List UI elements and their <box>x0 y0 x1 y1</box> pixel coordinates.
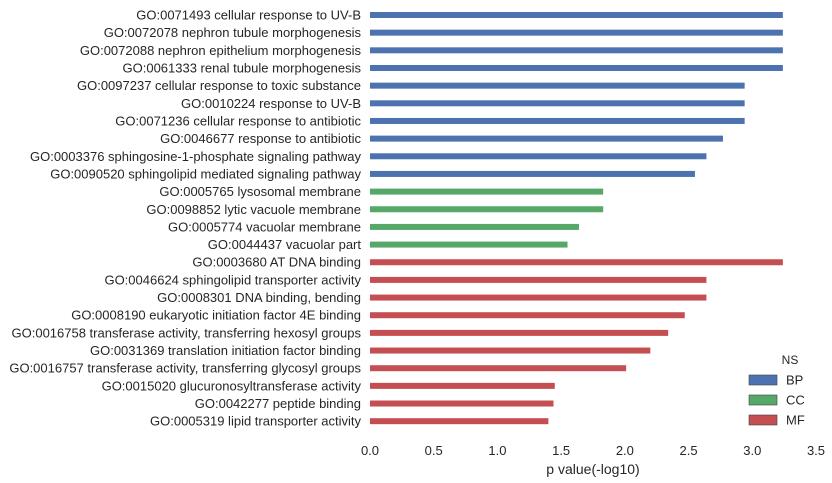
bar-go-0015020 <box>370 382 555 389</box>
bar-go-0072088 <box>370 47 783 54</box>
bar-go-0005319 <box>370 418 549 425</box>
bar-go-0090520 <box>370 170 695 177</box>
category-label: GO:0090520 sphingolipid mediated signali… <box>50 166 361 181</box>
bar-go-0003680 <box>370 259 783 266</box>
x-tick-label: 3.5 <box>807 443 825 458</box>
bar-go-0005774 <box>370 223 579 230</box>
category-label: GO:0072078 nephron tubule morphogenesis <box>104 25 362 40</box>
category-label: GO:0031369 translation initiation factor… <box>90 343 361 358</box>
bar-go-0071236 <box>370 117 745 124</box>
category-label: GO:0015020 glucuronosyltransferase activ… <box>102 378 362 393</box>
category-label: GO:0010224 response to UV-B <box>181 96 361 111</box>
category-label: GO:0016758 transferase activity, transfe… <box>12 325 362 340</box>
x-tick-label: 1.0 <box>488 443 506 458</box>
bar-go-0003376 <box>370 153 707 160</box>
bar-go-0042277 <box>370 400 554 407</box>
bar-go-0031369 <box>370 347 651 354</box>
category-label: GO:0071493 cellular response to UV-B <box>136 8 361 23</box>
x-tick-label: 2.5 <box>680 443 698 458</box>
x-tick-label: 3.0 <box>743 443 761 458</box>
category-label: GO:0046677 response to antibiotic <box>160 131 361 146</box>
category-label: GO:0046624 sphingolipid transporter acti… <box>104 272 361 287</box>
legend-swatch-mf <box>748 414 778 426</box>
category-label: GO:0003376 sphingosine-1-phosphate signa… <box>30 149 362 164</box>
bar-go-0005765 <box>370 188 604 195</box>
legend: NS BP CC MF <box>748 353 805 428</box>
category-label: GO:0003680 AT DNA binding <box>192 255 361 270</box>
category-label: GO:0008190 eukaryotic initiation factor … <box>71 308 361 323</box>
x-tick-label: 0.0 <box>361 443 379 458</box>
bar-go-0046677 <box>370 135 723 142</box>
category-label: GO:0098852 lytic vacuole membrane <box>146 202 361 217</box>
legend-swatch-cc <box>748 394 778 406</box>
bar-go-0010224 <box>370 100 745 107</box>
x-tick-label: 1.5 <box>552 443 570 458</box>
category-labels: GO:0071493 cellular response to UV-B GO:0… <box>9 8 361 429</box>
legend-swatch-bp <box>748 374 778 386</box>
x-tick-label: 2.0 <box>616 443 634 458</box>
x-tick-label: 0.5 <box>425 443 443 458</box>
category-label: GO:0071236 cellular response to antibiot… <box>115 113 361 128</box>
bar-go-0008190 <box>370 312 685 319</box>
category-label: GO:0061333 renal tubule morphogenesis <box>123 60 362 75</box>
category-label: GO:0042277 peptide binding <box>195 396 361 411</box>
bar-go-0061333 <box>370 64 783 71</box>
category-label: GO:0005774 vacuolar membrane <box>168 219 361 234</box>
category-label: GO:0005765 lysosomal membrane <box>159 184 361 199</box>
bar-go-0072078 <box>370 29 783 36</box>
legend-label-cc: CC <box>786 393 805 408</box>
category-label: GO:0097237 cellular response to toxic su… <box>77 78 361 93</box>
x-axis-label: p value(-log10) <box>546 461 639 477</box>
category-label: GO:0008301 DNA binding, bending <box>157 290 361 305</box>
x-axis-ticks: 0.0 0.5 1.0 1.5 2.0 2.5 3.0 3.5 <box>361 443 825 458</box>
category-label: GO:0005319 lipid transporter activity <box>150 414 361 429</box>
legend-label-bp: BP <box>786 373 803 388</box>
bar-go-0016758 <box>370 329 669 336</box>
bar-go-0098852 <box>370 206 604 213</box>
category-label: GO:0016757 transferase activity, transfe… <box>9 361 361 376</box>
bar-go-0044437 <box>370 241 568 248</box>
legend-title: NS <box>782 353 799 367</box>
bar-go-0016757 <box>370 365 627 372</box>
legend-label-mf: MF <box>786 413 805 428</box>
category-label: GO:0072088 nephron epithelium morphogene… <box>80 43 362 58</box>
bar-go-0097237 <box>370 82 745 89</box>
bars-group <box>370 12 783 425</box>
category-label: GO:0044437 vacuolar part <box>208 237 362 252</box>
bar-go-0008301 <box>370 294 707 301</box>
bar-go-0046624 <box>370 276 707 283</box>
bar-go-0071493 <box>370 12 783 18</box>
